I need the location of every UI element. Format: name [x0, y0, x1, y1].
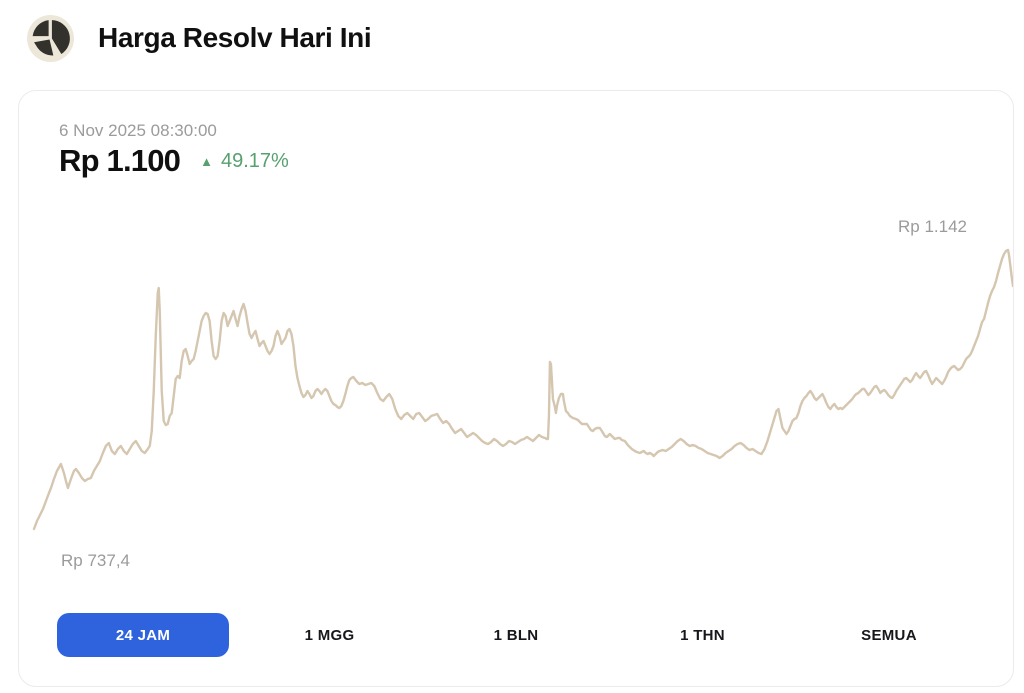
price-row: Rp 1.100 ▲ 49.17% — [59, 143, 289, 179]
range-button-1bln[interactable]: 1 BLN — [430, 613, 602, 657]
price-timestamp: 6 Nov 2025 08:30:00 — [59, 121, 217, 140]
range-button-1mgg[interactable]: 1 MGG — [244, 613, 416, 657]
chart-low-label: Rp 737,4 — [61, 551, 130, 570]
range-button-1thn[interactable]: 1 THN — [617, 613, 789, 657]
price-line-chart[interactable] — [31, 241, 1013, 541]
range-button-24jam[interactable]: 24 JAM — [57, 613, 229, 657]
price-line-path — [32, 248, 1013, 531]
chart-high-label: Rp 1.142 — [898, 217, 967, 236]
range-button-semua[interactable]: SEMUA — [803, 613, 975, 657]
price-chart-card: 6 Nov 2025 08:30:00 Rp 1.100 ▲ 49.17% Rp… — [18, 90, 1014, 687]
page-header: Harga Resolv Hari Ini — [0, 0, 372, 76]
current-price: Rp 1.100 — [59, 143, 181, 178]
page-title: Harga Resolv Hari Ini — [98, 22, 372, 53]
price-change-percent: 49.17% — [221, 149, 289, 172]
price-change: ▲ 49.17% — [200, 150, 289, 173]
resolv-coin-icon — [27, 14, 74, 62]
range-selector: 24 JAM 1 MGG 1 BLN 1 THN SEMUA — [57, 613, 975, 657]
up-triangle-icon: ▲ — [200, 153, 213, 169]
